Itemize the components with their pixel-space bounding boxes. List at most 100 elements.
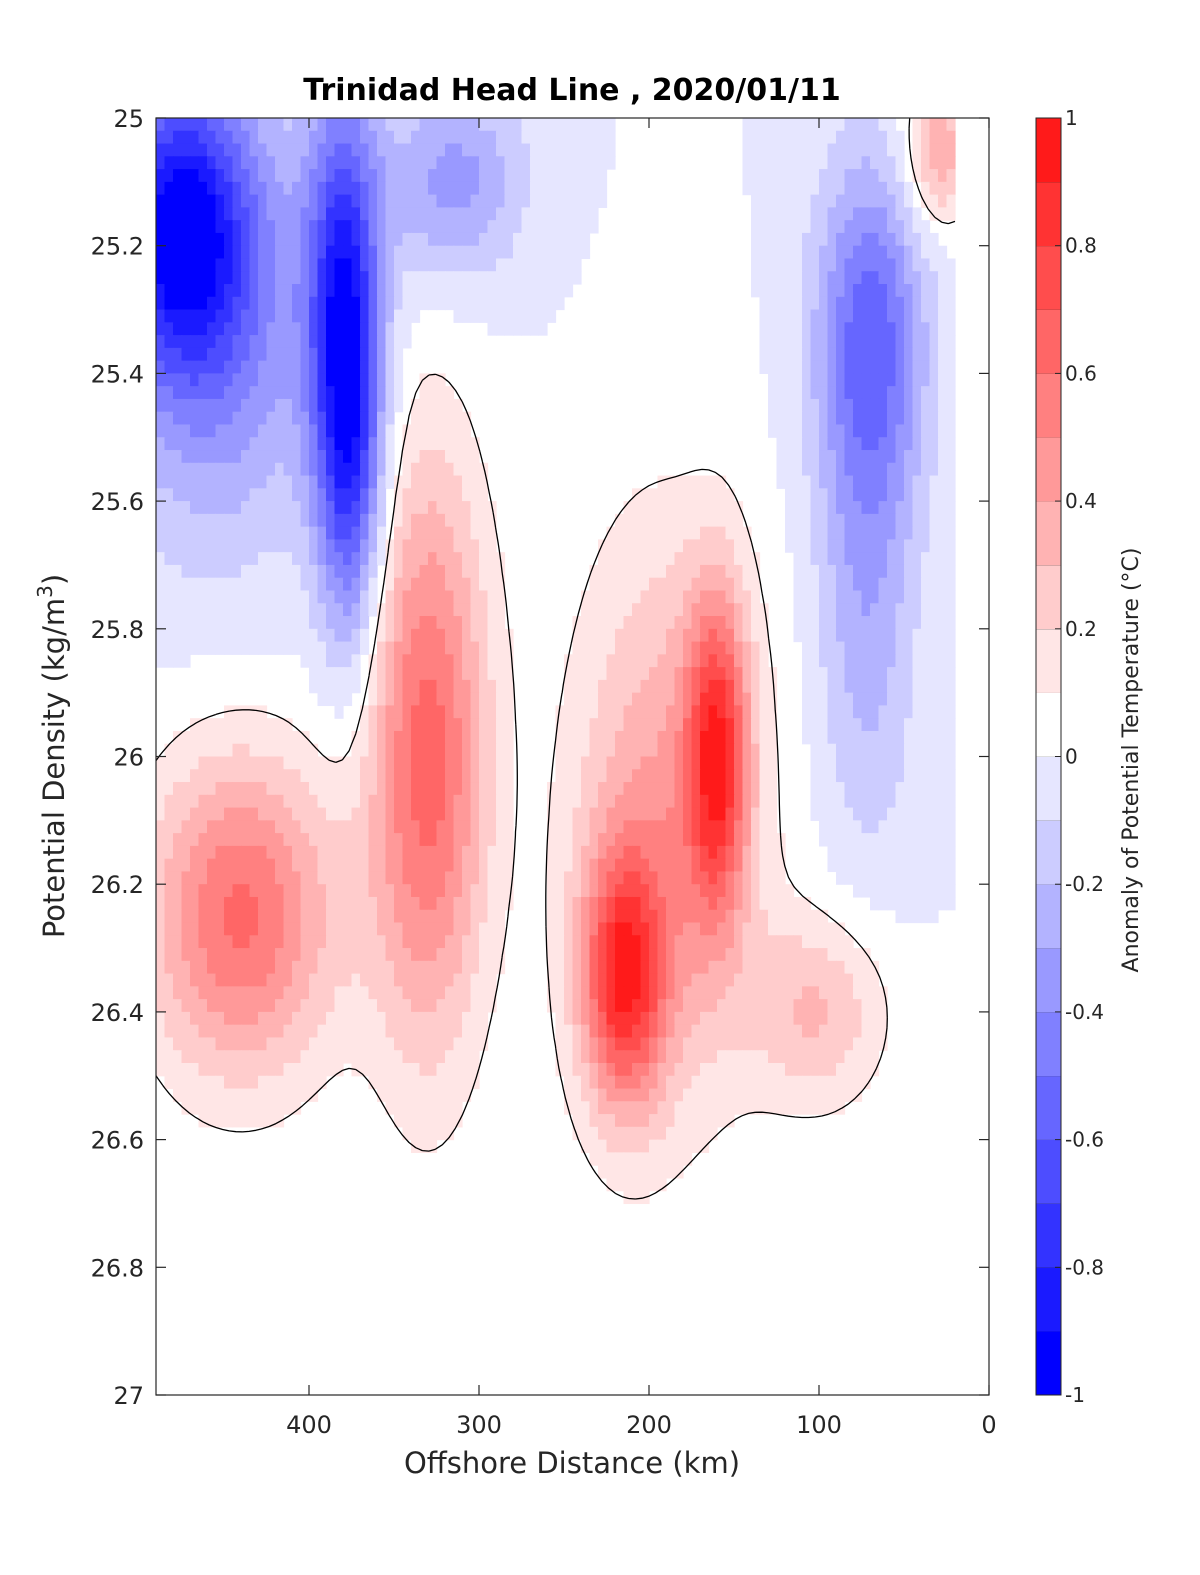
field-cell — [283, 769, 293, 783]
field-cell — [691, 705, 701, 719]
field-cell — [938, 309, 948, 323]
field-cell — [317, 130, 327, 145]
field-cell — [589, 935, 599, 949]
field-cell — [173, 577, 183, 592]
field-cell — [266, 309, 276, 323]
field-cell — [946, 884, 956, 898]
field-cell — [436, 960, 446, 975]
field-cell — [343, 820, 353, 834]
field-cell — [292, 398, 302, 413]
field-cell — [487, 743, 497, 758]
field-cell — [946, 398, 956, 413]
field-cell — [870, 156, 880, 170]
field-cell — [156, 437, 166, 451]
field-cell — [513, 232, 523, 247]
field-cell — [878, 284, 888, 298]
field-cell — [292, 833, 302, 847]
field-cell — [190, 398, 200, 413]
field-cell — [351, 935, 361, 949]
field-cell — [700, 782, 710, 796]
field-cell — [810, 526, 820, 541]
field-cell — [768, 692, 778, 707]
field-cell — [402, 450, 412, 464]
field-cell — [887, 692, 897, 707]
field-cell — [164, 156, 174, 170]
field-cell — [385, 641, 395, 655]
field-cell — [445, 628, 455, 643]
field-cell — [241, 845, 251, 860]
field-cell — [394, 628, 404, 643]
field-cell — [861, 858, 871, 873]
field-cell — [326, 232, 336, 247]
field-cell — [742, 820, 752, 834]
field-cell — [615, 667, 625, 681]
field-cell — [581, 884, 591, 898]
field-cell — [844, 220, 854, 234]
field-cell — [768, 948, 778, 962]
field-cell — [683, 782, 693, 796]
field-cell — [802, 577, 812, 592]
field-cell — [470, 743, 480, 758]
field-cell — [887, 335, 897, 349]
field-cell — [419, 922, 429, 936]
field-cell — [394, 220, 404, 234]
field-cell — [164, 539, 174, 553]
field-cell — [691, 960, 701, 975]
field-cell — [564, 207, 574, 221]
field-cell — [836, 552, 846, 566]
field-cell — [734, 909, 744, 924]
field-cell — [946, 156, 956, 170]
field-cell — [385, 258, 395, 272]
field-cell — [674, 654, 684, 668]
field-cell — [785, 220, 795, 234]
field-cell — [479, 143, 489, 157]
field-cell — [921, 820, 931, 834]
field-cell — [224, 513, 234, 528]
field-cell — [428, 539, 438, 553]
field-cell — [938, 347, 948, 362]
field-cell — [181, 922, 191, 936]
field-cell — [802, 488, 812, 502]
field-cell — [827, 424, 837, 438]
field-cell — [700, 858, 710, 873]
field-cell — [326, 564, 336, 579]
field-cell — [759, 922, 769, 936]
field-cell — [385, 667, 395, 681]
field-cell — [895, 603, 905, 617]
field-cell — [462, 782, 472, 796]
field-cell — [275, 207, 285, 221]
field-cell — [572, 730, 582, 745]
field-cell — [844, 411, 854, 426]
field-cell — [912, 475, 922, 489]
field-cell — [521, 143, 531, 157]
field-cell — [436, 705, 446, 719]
field-cell — [198, 718, 208, 732]
field-cell — [683, 616, 693, 630]
field-cell — [564, 948, 574, 962]
field-cell — [385, 475, 395, 489]
field-cell — [717, 743, 727, 758]
field-cell — [751, 718, 761, 732]
field-cell — [181, 437, 191, 451]
field-cell — [181, 909, 191, 924]
field-cell — [445, 501, 455, 515]
field-cell — [836, 335, 846, 349]
field-cell — [547, 169, 557, 183]
field-cell — [759, 654, 769, 668]
field-cell — [632, 973, 642, 987]
field-cell — [581, 705, 591, 719]
field-cell — [326, 922, 336, 936]
field-cell — [436, 411, 446, 426]
field-cell — [810, 603, 820, 617]
field-cell — [326, 130, 336, 145]
field-cell — [173, 654, 183, 668]
field-cell — [870, 756, 880, 770]
field-cell — [377, 616, 387, 630]
field-cell — [836, 756, 846, 770]
field-cell — [836, 782, 846, 796]
field-cell — [334, 322, 344, 336]
field-cell — [232, 296, 242, 311]
field-cell — [368, 360, 378, 374]
field-cell — [368, 220, 378, 234]
field-cell — [606, 922, 616, 936]
